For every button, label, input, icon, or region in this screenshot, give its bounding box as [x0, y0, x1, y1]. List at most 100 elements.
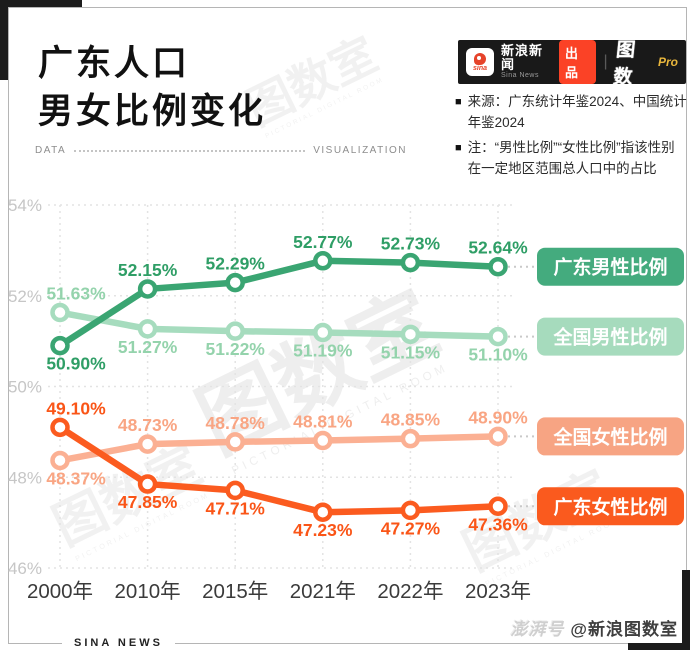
- data-label: 50.90%: [46, 354, 106, 374]
- data-label: 52.64%: [468, 238, 528, 258]
- data-point: [400, 500, 421, 521]
- data-point: [313, 251, 333, 271]
- data-point: [50, 335, 70, 356]
- data-label: 52.77%: [293, 232, 353, 252]
- data-label: 48.90%: [468, 407, 528, 427]
- legend-item: 广东男性比例: [537, 247, 684, 286]
- footer-credit: 澎湃号 @新浪图数室: [510, 615, 678, 640]
- data-point: [400, 252, 421, 273]
- source-item: ■ 来源：广东统计年鉴2024、中国统计年鉴2024: [455, 92, 687, 134]
- corner-bracket-bottom-right: [682, 570, 690, 650]
- divider-dotted-line: [74, 150, 306, 152]
- data-point: [225, 432, 245, 452]
- data-point: [225, 321, 245, 341]
- svg-text:广东女性比例: 广东女性比例: [553, 495, 667, 518]
- data-point: [488, 326, 508, 347]
- data-point: [225, 272, 245, 293]
- data-label: 51.63%: [46, 284, 106, 304]
- svg-text:全国女性比例: 全国女性比例: [552, 425, 667, 448]
- legend-item: 全国女性比例: [537, 417, 684, 456]
- data-point: [50, 450, 70, 471]
- data-point: [225, 480, 245, 501]
- svg-text:全国男性比例: 全国男性比例: [552, 326, 667, 349]
- data-label: 47.85%: [118, 492, 178, 512]
- y-axis-tick-label: 48%: [8, 468, 42, 487]
- legend-item: 广东女性比例: [537, 487, 684, 526]
- data-point: [400, 428, 421, 449]
- brand-separator: |: [603, 53, 608, 70]
- data-label: 52.29%: [206, 254, 266, 274]
- data-label: 51.19%: [293, 341, 353, 361]
- brand-names: 新浪新闻 Sina News: [501, 42, 552, 80]
- footer-sina-news: SINA NEWS: [62, 636, 175, 650]
- data-point: [137, 474, 158, 494]
- divider-label-data: DATA: [35, 145, 67, 156]
- y-axis-tick-label: 52%: [8, 287, 42, 306]
- data-label: 52.73%: [381, 234, 441, 254]
- data-label: 51.27%: [118, 337, 178, 357]
- data-label: 48.81%: [293, 411, 353, 431]
- data-point: [488, 426, 508, 447]
- title-line-1: 广东人口: [38, 44, 191, 83]
- x-axis-tick-label: 2023年: [465, 580, 531, 603]
- data-label: 51.22%: [206, 339, 266, 359]
- data-point: [313, 430, 333, 451]
- brand-name-cn: 新浪新闻: [501, 42, 544, 73]
- y-axis-tick-label: 46%: [8, 559, 42, 578]
- x-axis-tick-label: 2010年: [115, 580, 181, 603]
- square-bullet-icon: ■: [455, 141, 462, 154]
- data-point: [400, 324, 421, 345]
- data-visualization-divider: DATA VISUALIZATION: [35, 145, 407, 156]
- x-axis-tick-label: 2022年: [377, 580, 443, 603]
- sina-eye-icon: [474, 52, 486, 65]
- data-point: [137, 279, 158, 299]
- series-全国男性比例: 51.63% 51.27% 51.22% 51.19% 51.15% 51.10%: [46, 284, 528, 365]
- pro-badge: Pro: [657, 55, 678, 69]
- note-item: ■ 注：“男性比例”“女性比例”指该性别在一定地区范围总人口中的占比: [455, 138, 687, 180]
- produced-by-badge: 出品: [558, 40, 597, 84]
- corner-bracket-top-left: [0, 0, 8, 80]
- data-point: [313, 322, 333, 343]
- data-label: 48.78%: [206, 413, 266, 433]
- x-axis-tick-label: 2000年: [27, 580, 93, 603]
- data-label: 52.15%: [118, 260, 178, 280]
- data-label: 48.37%: [46, 468, 106, 488]
- data-label: 48.85%: [381, 410, 441, 430]
- account-handle: @新浪图数室: [570, 620, 678, 639]
- source-note-block: ■ 来源：广东统计年鉴2024、中国统计年鉴2024 ■ 注：“男性比例”“女性…: [455, 92, 687, 184]
- data-label: 47.27%: [381, 518, 441, 538]
- corner-bracket-top-left: [0, 0, 82, 7]
- pengpai-logo: 澎湃号: [510, 620, 565, 639]
- x-axis-tick-label: 2021年: [290, 580, 356, 603]
- divider-label-visualization: VISUALIZATION: [313, 145, 407, 156]
- title-line-2: 男女比例变化: [38, 92, 267, 131]
- data-point: [50, 302, 70, 323]
- series-全国女性比例: 48.37% 48.73% 48.78% 48.81% 48.85% 48.90%: [46, 407, 528, 488]
- series-广东男性比例: 50.90% 52.15% 52.29% 52.77% 52.73% 52.64%: [46, 232, 528, 374]
- line-chart: 54% 52% 50% 48% 46% 2000年 2010年 2015年 2021年 2022年…: [8, 196, 684, 603]
- series-广东女性比例: 49.10% 47.85% 47.71% 47.23% 47.27% 47.36%: [46, 398, 528, 540]
- data-point: [50, 417, 70, 438]
- sina-logo-icon: sina: [466, 48, 494, 76]
- brand-name-en: Sina News: [501, 72, 539, 80]
- page-title: 广东人口 男女比例变化: [38, 40, 266, 136]
- tushu-logo: 图数: [611, 40, 637, 88]
- data-point: [313, 502, 333, 522]
- data-point: [137, 434, 158, 454]
- y-axis-tick-label: 50%: [8, 378, 42, 397]
- data-point: [488, 496, 508, 517]
- corner-bracket-bottom-right: [628, 643, 690, 650]
- x-axis-tick-label: 2015年: [202, 580, 268, 603]
- data-label: 47.36%: [468, 514, 528, 534]
- data-label: 47.71%: [206, 498, 266, 518]
- data-point: [137, 319, 158, 339]
- square-bullet-icon: ■: [455, 96, 462, 108]
- sina-wordmark: sina: [472, 64, 487, 72]
- svg-text:广东男性比例: 广东男性比例: [553, 256, 667, 279]
- data-label: 48.73%: [118, 415, 178, 435]
- note-text: 注：“男性比例”“女性比例”指该性别在一定地区范围总人口中的占比: [467, 139, 675, 176]
- data-label: 47.23%: [293, 520, 353, 540]
- y-axis-tick-label: 54%: [8, 196, 42, 215]
- brand-bar: sina 新浪新闻 Sina News 出品 | 图数 Pro: [458, 40, 686, 88]
